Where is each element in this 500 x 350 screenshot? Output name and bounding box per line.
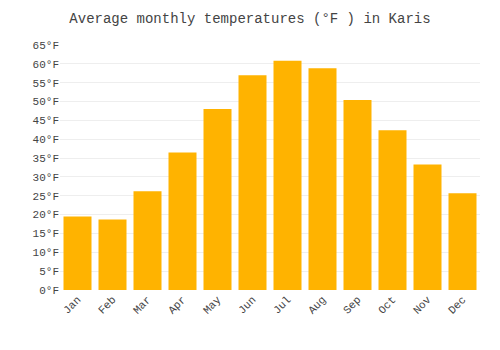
- svg-text:15°F: 15°F: [33, 228, 59, 240]
- svg-text:Jun: Jun: [236, 294, 258, 316]
- svg-text:60°F: 60°F: [33, 59, 59, 71]
- svg-text:0°F: 0°F: [39, 285, 59, 297]
- svg-text:Jul: Jul: [271, 294, 293, 316]
- svg-text:45°F: 45°F: [33, 115, 59, 127]
- svg-text:50°F: 50°F: [33, 96, 59, 108]
- svg-text:35°F: 35°F: [33, 153, 59, 165]
- svg-text:25°F: 25°F: [33, 191, 59, 203]
- svg-text:Apr: Apr: [166, 294, 188, 316]
- svg-text:Aug: Aug: [306, 294, 328, 316]
- svg-text:Nov: Nov: [411, 294, 434, 317]
- svg-text:Sep: Sep: [341, 294, 363, 316]
- svg-text:May: May: [201, 294, 224, 317]
- svg-text:5°F: 5°F: [39, 266, 59, 278]
- svg-text:Mar: Mar: [131, 294, 153, 316]
- svg-text:Feb: Feb: [96, 294, 118, 316]
- svg-text:Average monthly temperatures (: Average monthly temperatures (°F ) in Ka…: [69, 11, 430, 27]
- svg-text:55°F: 55°F: [33, 78, 59, 90]
- svg-text:Oct: Oct: [376, 294, 398, 316]
- svg-text:Jan: Jan: [61, 294, 83, 316]
- svg-text:Dec: Dec: [446, 294, 468, 316]
- svg-text:30°F: 30°F: [33, 172, 59, 184]
- svg-text:65°F: 65°F: [33, 40, 59, 52]
- svg-text:10°F: 10°F: [33, 247, 59, 259]
- svg-text:40°F: 40°F: [33, 134, 59, 146]
- svg-text:20°F: 20°F: [33, 209, 59, 221]
